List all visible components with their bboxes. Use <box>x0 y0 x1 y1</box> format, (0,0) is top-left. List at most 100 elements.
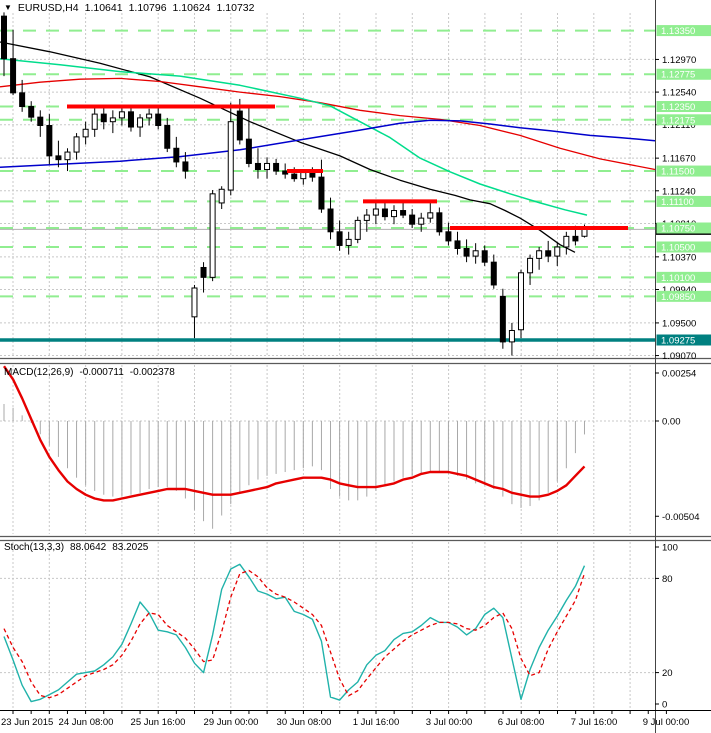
candle-bearish <box>236 110 243 141</box>
candle-bullish <box>209 193 216 278</box>
candle-bearish <box>46 124 53 157</box>
candle-bearish <box>245 138 252 164</box>
candle-bearish <box>499 295 506 343</box>
candle-bearish <box>100 113 107 123</box>
stoch-axis-label: 80 <box>662 574 673 585</box>
level-price-text: 1.09850 <box>661 292 695 303</box>
stoch-value-k: 88.0642 <box>70 542 107 553</box>
candle-bearish <box>155 113 162 126</box>
stoch-axis-label: 20 <box>662 668 673 679</box>
candle-bearish <box>409 214 416 225</box>
time-axis-label: 9 Jul 00:00 <box>643 717 689 728</box>
macd-axis-label: 0.00254 <box>662 368 696 379</box>
candle-bullish <box>218 188 225 204</box>
symbol-timeframe-label: EURUSD,H4 <box>17 2 79 14</box>
candle-bearish <box>173 147 180 163</box>
candle-bearish <box>309 172 316 178</box>
candle-bearish <box>436 212 443 233</box>
macd-value-main: -0.000711 <box>79 367 124 378</box>
candle-bearish <box>445 231 452 242</box>
candle-bearish <box>254 162 261 171</box>
time-axis-label: 23 Jun 2015 <box>1 717 53 728</box>
price-axis-label: 1.12970 <box>662 55 696 66</box>
stoch-indicator-label: Stoch(13,3,3) 88.0642 83.2025 <box>4 542 148 553</box>
candle-bullish <box>527 257 534 274</box>
candle-bearish <box>28 106 35 118</box>
candle-bullish <box>73 136 80 153</box>
macd-axis-label: 0.00 <box>662 417 681 428</box>
time-axis-label: 3 Jul 00:00 <box>426 717 472 728</box>
candle-bullish <box>146 113 153 119</box>
candle-bullish <box>227 121 234 191</box>
candle-bullish <box>536 250 543 259</box>
candle-bullish <box>137 117 144 128</box>
macd-indicator-label: MACD(12,26,9) -0.000711 -0.002378 <box>4 367 175 378</box>
level-price-text: 1.12350 <box>661 102 695 113</box>
candle-bullish <box>109 117 116 123</box>
price-axis-label: 1.11240 <box>662 186 696 197</box>
candle-bullish <box>118 111 125 119</box>
level-price-label <box>656 114 711 126</box>
candle-bearish <box>200 266 207 278</box>
ohlc-high: 1.10796 <box>128 2 167 14</box>
time-axis-label: 29 Jun 00:00 <box>204 717 259 728</box>
support-price-text: 1.09275 <box>661 335 695 346</box>
price-axis-label: 1.12540 <box>662 88 696 99</box>
level-price-text: 1.11500 <box>661 167 695 178</box>
ma-blue-line <box>0 119 656 169</box>
candle-bearish <box>463 248 470 257</box>
stoch-axis-label: 100 <box>662 543 678 554</box>
candle-bearish <box>481 250 488 263</box>
support-price-label <box>656 334 711 346</box>
level-price-label <box>656 222 711 234</box>
chart-title: ▼ EURUSD,H4 1.10641 1.10796 1.10624 1.10… <box>4 2 254 14</box>
candle-bullish <box>508 330 515 343</box>
candle-bearish <box>282 170 289 175</box>
candle-bearish <box>490 261 497 286</box>
time-axis-label: 25 Jun 16:00 <box>131 717 186 728</box>
candle-bullish <box>354 219 361 240</box>
candle-bearish <box>19 92 26 108</box>
time-axis-label: 6 Jul 08:00 <box>498 717 544 728</box>
ohlc-close: 1.10732 <box>216 2 255 14</box>
level-price-label <box>656 290 711 302</box>
symbol-dropdown-icon: ▼ <box>4 3 12 12</box>
ohlc-open: 1.10641 <box>84 2 123 14</box>
candle-bearish <box>37 116 44 126</box>
candle-bullish <box>427 212 434 219</box>
candle-bearish <box>1 15 7 60</box>
candle-bullish <box>264 162 271 171</box>
candle-bearish <box>545 250 552 257</box>
candle-bullish <box>91 113 98 130</box>
candle-bearish <box>454 240 461 250</box>
level-price-label <box>656 195 711 207</box>
candle-bullish <box>391 210 398 218</box>
candle-bullish <box>345 238 352 246</box>
candle-bearish <box>164 124 171 149</box>
candle-bearish <box>291 173 298 180</box>
level-price-text: 1.10100 <box>661 273 695 284</box>
stoch-name: Stoch(13,3,3) <box>4 542 65 553</box>
time-axis-label: 1 Jul 16:00 <box>353 717 399 728</box>
price-axis-label: 1.11670 <box>662 154 696 165</box>
time-axis-label: 30 Jun 08:00 <box>277 717 332 728</box>
candle-bullish <box>82 128 89 138</box>
level-price-label <box>656 241 711 253</box>
macd-axis-label: -0.00504 <box>662 512 700 523</box>
candle-bearish <box>273 162 280 172</box>
level-price-label <box>656 101 711 113</box>
candle-bearish <box>400 210 407 216</box>
level-price-text: 1.12175 <box>661 115 695 126</box>
candle-bullish <box>363 214 370 221</box>
candle-bearish <box>327 208 334 233</box>
candle-bullish <box>581 228 588 237</box>
candle-bearish <box>182 161 189 172</box>
candle-bearish <box>572 235 579 242</box>
candle-bearish <box>318 176 325 210</box>
level-price-label <box>656 165 711 177</box>
level-price-text: 1.10750 <box>661 224 695 235</box>
price-axis-label: 1.12110 <box>662 120 696 131</box>
candle-bearish <box>381 208 388 218</box>
